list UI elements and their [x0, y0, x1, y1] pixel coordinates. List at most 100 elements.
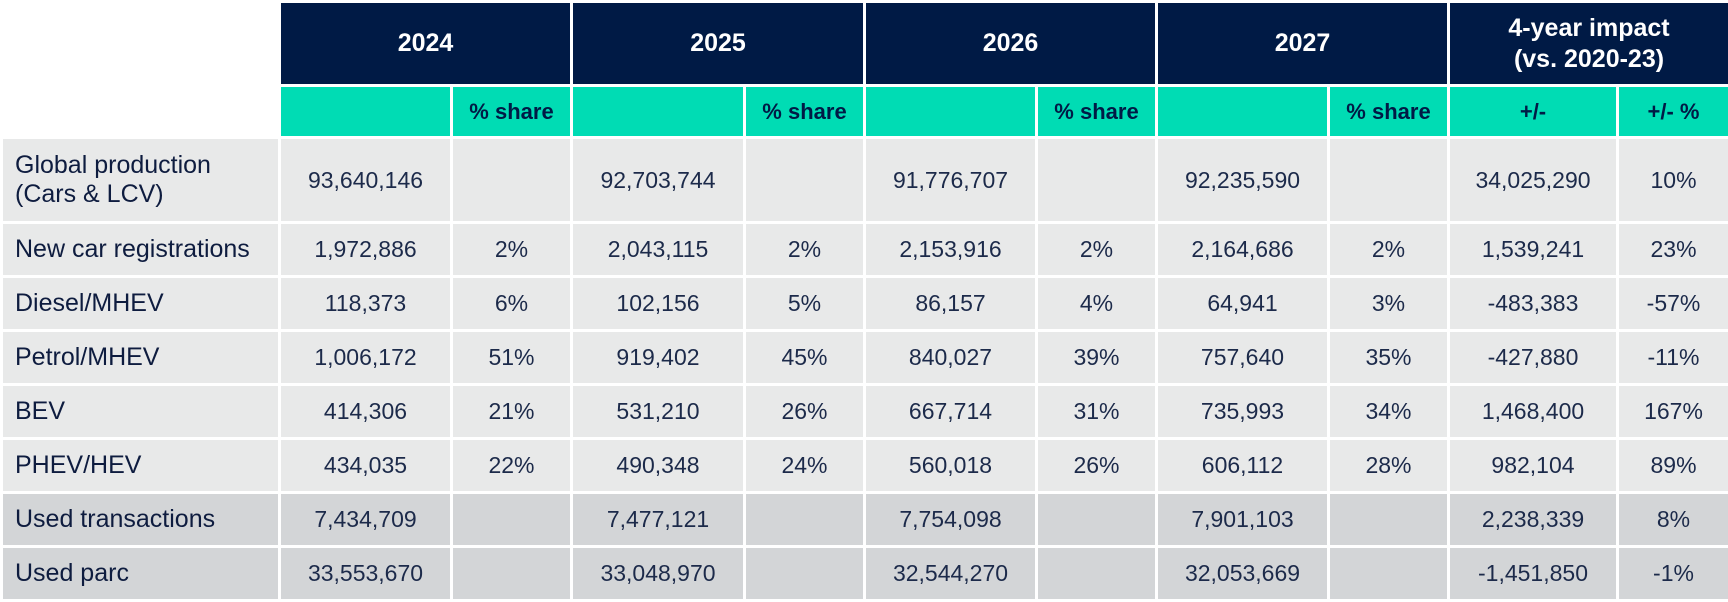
table-cell: 92,235,590 [1157, 138, 1329, 223]
table-cell: 91,776,707 [865, 138, 1037, 223]
table-cell: 2,164,686 [1157, 223, 1329, 277]
table-cell: 667,714 [865, 385, 1037, 439]
row-label: Used transactions [2, 493, 280, 547]
row-label: New car registrations [2, 223, 280, 277]
table-cell: 490,348 [572, 439, 745, 493]
impact-header: 4-year impact (vs. 2020-23) [1449, 2, 1728, 86]
year-header-2026: 2026 [865, 2, 1157, 86]
table-cell: 45% [745, 331, 865, 385]
table-cell: 7,434,709 [280, 493, 452, 547]
subheader-share-2025: % share [745, 86, 865, 138]
table-cell: 2% [745, 223, 865, 277]
year-header-2027: 2027 [1157, 2, 1449, 86]
row-label: Used parc [2, 547, 280, 601]
impact-header-line1: 4-year impact [1450, 13, 1728, 44]
subheader-plusminus-pct: +/- % [1618, 86, 1728, 138]
table-cell: 35% [1329, 331, 1449, 385]
table-cell [452, 547, 572, 601]
table-cell: 28% [1329, 439, 1449, 493]
table-cell: 33,048,970 [572, 547, 745, 601]
table-cell [745, 547, 865, 601]
subheader-row: % share % share % share % share +/- +/- … [2, 86, 1728, 138]
table-cell: 21% [452, 385, 572, 439]
table-cell: 531,210 [572, 385, 745, 439]
row-label: Petrol/MHEV [2, 331, 280, 385]
table-cell: 39% [1037, 331, 1157, 385]
table-cell: 434,035 [280, 439, 452, 493]
impact-header-line2: (vs. 2020-23) [1450, 44, 1728, 75]
table-cell: 26% [1037, 439, 1157, 493]
table-cell: 92,703,744 [572, 138, 745, 223]
table-cell [1329, 493, 1449, 547]
table-cell: 23% [1618, 223, 1728, 277]
table-cell [745, 138, 865, 223]
table-cell: 757,640 [1157, 331, 1329, 385]
table-cell: 2,043,115 [572, 223, 745, 277]
table-cell: 4% [1037, 277, 1157, 331]
table-cell: 7,477,121 [572, 493, 745, 547]
table-cell: 1,006,172 [280, 331, 452, 385]
subheader-plusminus: +/- [1449, 86, 1618, 138]
table-cell: 840,027 [865, 331, 1037, 385]
table-cell: 93,640,146 [280, 138, 452, 223]
table-row-diesel-mhev: Diesel/MHEV 118,373 6% 102,156 5% 86,157… [2, 277, 1728, 331]
table-cell: -427,880 [1449, 331, 1618, 385]
year-header-row: 2024 2025 2026 2027 4-year impact (vs. 2… [2, 2, 1728, 86]
table-cell: -483,383 [1449, 277, 1618, 331]
subheader-value-2024 [280, 86, 452, 138]
table-cell [452, 493, 572, 547]
subheader-corner [2, 86, 280, 138]
table-cell: 735,993 [1157, 385, 1329, 439]
table-row-bev: BEV 414,306 21% 531,210 26% 667,714 31% … [2, 385, 1728, 439]
table-cell: 7,754,098 [865, 493, 1037, 547]
subheader-share-2024: % share [452, 86, 572, 138]
table-cell: 2% [452, 223, 572, 277]
table-cell: 560,018 [865, 439, 1037, 493]
table-cell: 2,238,339 [1449, 493, 1618, 547]
table-cell [1037, 138, 1157, 223]
table-cell: 2% [1037, 223, 1157, 277]
table-cell: 34% [1329, 385, 1449, 439]
table-cell: 102,156 [572, 277, 745, 331]
table-cell: 414,306 [280, 385, 452, 439]
table-cell: 10% [1618, 138, 1728, 223]
table-cell: -11% [1618, 331, 1728, 385]
subheader-value-2026 [865, 86, 1037, 138]
table-row-petrol-mhev: Petrol/MHEV 1,006,172 51% 919,402 45% 84… [2, 331, 1728, 385]
table-cell: -1% [1618, 547, 1728, 601]
year-header-2025: 2025 [572, 2, 865, 86]
table-cell: 22% [452, 439, 572, 493]
table-cell: 34,025,290 [1449, 138, 1618, 223]
table-cell: 33,553,670 [280, 547, 452, 601]
table-cell: -1,451,850 [1449, 547, 1618, 601]
row-label: BEV [2, 385, 280, 439]
row-label: Global production (Cars & LCV) [2, 138, 280, 223]
table-row-new-car-registrations: New car registrations 1,972,886 2% 2,043… [2, 223, 1728, 277]
table-cell: 118,373 [280, 277, 452, 331]
table-cell [1037, 547, 1157, 601]
table-cell: 51% [452, 331, 572, 385]
row-label-line2: (Cars & LCV) [15, 180, 278, 209]
table-cell: 606,112 [1157, 439, 1329, 493]
row-label: Diesel/MHEV [2, 277, 280, 331]
table-cell [1329, 138, 1449, 223]
table-cell: 1,468,400 [1449, 385, 1618, 439]
table-cell: 1,539,241 [1449, 223, 1618, 277]
table-row-used-parc: Used parc 33,553,670 33,048,970 32,544,2… [2, 547, 1728, 601]
subheader-share-2026: % share [1037, 86, 1157, 138]
table-cell: 32,053,669 [1157, 547, 1329, 601]
table-cell: 6% [452, 277, 572, 331]
table-cell: 32,544,270 [865, 547, 1037, 601]
table-row-used-transactions: Used transactions 7,434,709 7,477,121 7,… [2, 493, 1728, 547]
subheader-value-2027 [1157, 86, 1329, 138]
table-cell: 64,941 [1157, 277, 1329, 331]
table-cell: 1,972,886 [280, 223, 452, 277]
table-row-global-production: Global production (Cars & LCV) 93,640,14… [2, 138, 1728, 223]
subheader-share-2027: % share [1329, 86, 1449, 138]
table-cell: 5% [745, 277, 865, 331]
table-cell: 31% [1037, 385, 1157, 439]
table-cell [745, 493, 865, 547]
row-label-line1: Global production [15, 151, 278, 180]
